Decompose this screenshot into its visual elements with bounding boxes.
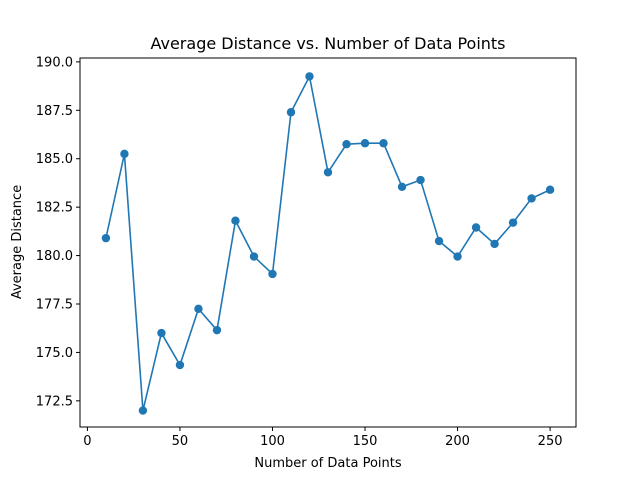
y-tick-label: 180.0: [36, 249, 73, 264]
data-point: [175, 360, 185, 370]
series-line: [105, 73, 551, 411]
data-point: [508, 218, 518, 227]
data-point: [231, 216, 240, 225]
data-point: [471, 223, 481, 232]
y-tick-label: 172.5: [36, 394, 73, 409]
data-point: [490, 239, 499, 249]
data-point: [545, 185, 555, 194]
chart-title: Average Distance vs. Number of Data Poin…: [150, 34, 505, 53]
x-tick-label: 150: [353, 434, 378, 449]
x-tick-label: 200: [445, 434, 470, 449]
y-tick-label: 187.5: [36, 104, 73, 119]
y-tick-label: 182.5: [36, 201, 73, 216]
data-point: [360, 139, 370, 148]
data-point: [194, 304, 203, 314]
x-tick-label: 0: [83, 434, 91, 449]
x-tick-label: 250: [538, 434, 563, 449]
data-point: [101, 233, 111, 243]
data-point: [157, 328, 166, 338]
data-point: [397, 182, 407, 192]
x-tick-label: 50: [172, 434, 189, 449]
data-point: [305, 72, 314, 81]
x-axis-label: Number of Data Points: [254, 456, 401, 471]
data-point: [120, 149, 129, 159]
data-point: [268, 269, 277, 279]
data-point: [453, 252, 462, 261]
data-point: [434, 236, 444, 246]
axes-frame: [79, 57, 577, 428]
y-axis-label: Average Distance: [10, 185, 25, 299]
data-point: [416, 175, 425, 185]
data-point: [379, 139, 388, 148]
data-point: [286, 108, 296, 117]
y-tick-label: 185.0: [36, 152, 73, 167]
y-tick-label: 175.0: [36, 346, 73, 361]
data-point: [138, 406, 148, 415]
y-tick-label: 190.0: [36, 55, 73, 70]
data-point: [323, 168, 333, 177]
data-point: [527, 194, 536, 203]
data-point: [249, 252, 259, 261]
data-point: [212, 325, 222, 335]
x-tick-label: 100: [260, 434, 285, 449]
x-axis: 0 50 100 150 200 250: [83, 427, 563, 449]
y-tick-label: 177.5: [36, 298, 73, 313]
y-axis: 172.5 175.0 177.5 180.0 182.5 185.0 187.5 190.0: [36, 55, 80, 409]
data-point: [342, 140, 351, 149]
plot-area: [101, 72, 555, 415]
